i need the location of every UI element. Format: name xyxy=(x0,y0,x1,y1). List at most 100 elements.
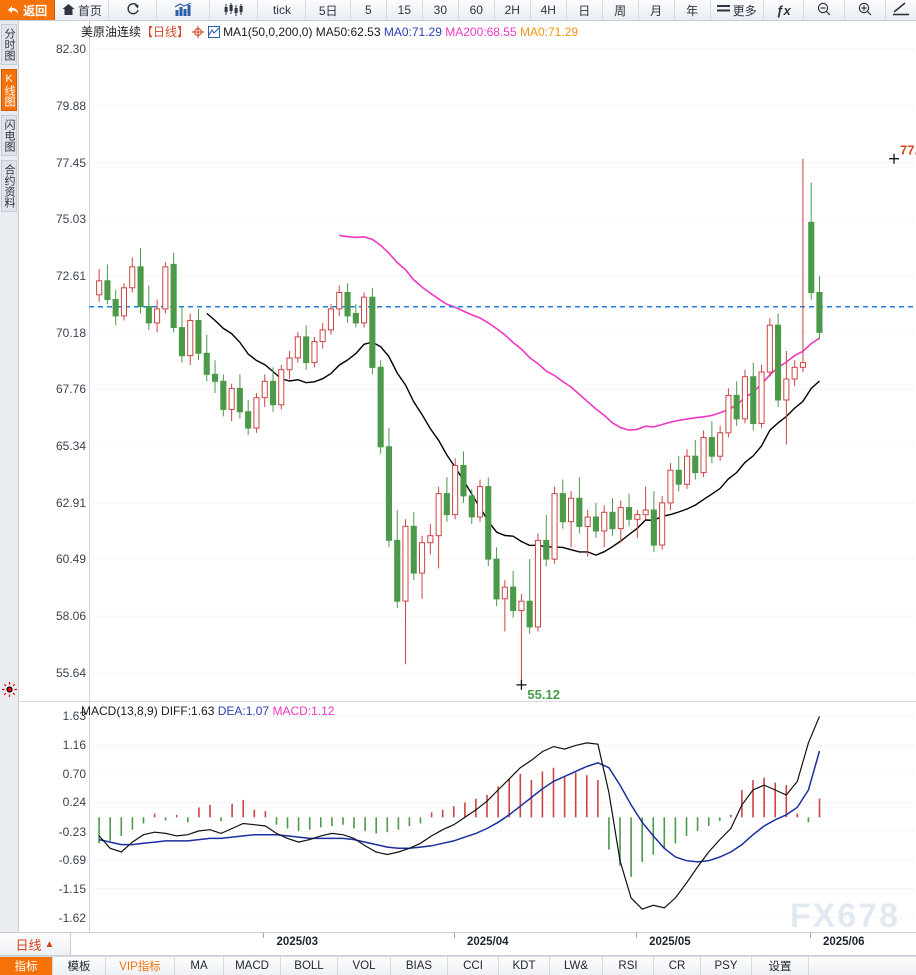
period-5min-label: 5 xyxy=(365,3,372,17)
period-selector-button[interactable]: 日线 ▲ xyxy=(0,933,71,955)
tab-vol[interactable]: VOL xyxy=(338,957,391,975)
tab-kdt[interactable]: KDT xyxy=(499,957,550,975)
tab-rsi[interactable]: RSI xyxy=(603,957,654,975)
period-yearly[interactable]: 年 xyxy=(674,0,711,20)
more-button[interactable]: 更多 xyxy=(710,0,764,20)
macd-plot[interactable] xyxy=(89,702,916,932)
candlestick-button[interactable] xyxy=(210,0,259,20)
period-daily[interactable]: 日 xyxy=(566,0,603,20)
period-weekly[interactable]: 周 xyxy=(602,0,639,20)
candle xyxy=(543,539,550,560)
tab-boll-label: BOLL xyxy=(294,960,324,972)
bar-chart-button[interactable] xyxy=(157,0,211,20)
crosshair-icon[interactable] xyxy=(192,26,205,41)
macd-y-tick-label: -0.23 xyxy=(58,824,86,839)
indicator-tab-bar: 指标 模板 VIP指标 MA MACD BOLL VOL BIAS CCI KDT LW& RSI CR… xyxy=(0,956,916,975)
sidebar-item-k-line-chart[interactable]: K线图 xyxy=(1,69,17,111)
candle xyxy=(783,378,790,401)
macd-chart-svg[interactable] xyxy=(89,702,916,932)
price-y-tick-label: 75.03 xyxy=(55,212,86,227)
draw-tool-button[interactable] xyxy=(886,0,916,20)
date-tick xyxy=(263,933,265,938)
candle xyxy=(733,394,740,420)
refresh-button[interactable] xyxy=(109,0,158,20)
period-5min[interactable]: 5 xyxy=(350,0,387,20)
bar-chart-icon xyxy=(174,1,192,18)
candle xyxy=(129,266,136,289)
candle xyxy=(327,308,334,331)
tab-lw[interactable]: LW& xyxy=(550,957,603,975)
macd-y-tick-label: 0.24 xyxy=(62,795,86,810)
macd-settings-button[interactable] xyxy=(0,682,18,932)
tab-ma[interactable]: MA xyxy=(175,957,224,975)
ma-indicator-icon[interactable] xyxy=(207,26,220,41)
period-monthly-label: 月 xyxy=(650,3,663,18)
macd-dea-value: DEA:1.07 xyxy=(217,704,270,718)
candle xyxy=(684,455,691,485)
tab-indicators[interactable]: 指标 xyxy=(0,957,53,975)
price-pane[interactable]: 美原油连续【日线】 MA1(50,0,200,0) MA50:62.53 MA0… xyxy=(19,21,916,702)
sidebar-item-timeline-chart[interactable]: 分时图 xyxy=(1,24,17,65)
tab-cci[interactable]: CCI xyxy=(448,957,499,975)
chart-area[interactable]: 美原油连续【日线】 MA1(50,0,200,0) MA50:62.53 MA0… xyxy=(19,21,916,935)
candle xyxy=(551,493,558,560)
more-label: 更多 xyxy=(732,3,757,18)
period-tick[interactable]: tick xyxy=(258,0,307,20)
candle xyxy=(212,373,219,382)
low-price-annotation: 55.12 xyxy=(527,687,560,701)
zoom-in-button[interactable] xyxy=(845,0,886,20)
macd-y-tick-label: -1.62 xyxy=(58,910,86,925)
function-button[interactable]: ƒx xyxy=(763,0,805,20)
tab-template[interactable]: 模板 xyxy=(53,957,106,975)
period-4hour[interactable]: 4H xyxy=(530,0,567,20)
home-icon xyxy=(62,3,75,17)
back-arrow-icon xyxy=(7,4,20,17)
period-5day[interactable]: 5日 xyxy=(306,0,351,20)
period-daily-label: 日 xyxy=(578,3,591,18)
price-y-tick-label: 67.76 xyxy=(55,382,86,397)
tab-settings[interactable]: 设置 xyxy=(752,957,809,975)
price-plot[interactable]: 77.62 55.12 xyxy=(89,21,916,701)
candle xyxy=(385,446,392,541)
tab-lw-label: LW& xyxy=(563,960,589,972)
candle xyxy=(253,397,260,429)
date-tick-label: 2025/06 xyxy=(822,936,865,948)
candle xyxy=(592,516,599,532)
back-button[interactable]: 返回 xyxy=(0,0,56,20)
candle xyxy=(667,469,674,504)
candle xyxy=(559,493,566,523)
zoom-out-icon xyxy=(817,2,831,18)
price-y-axis: 82.30 79.88 77.45 75.03 72.61 70.18 67.76 65.34… xyxy=(19,21,90,701)
candle xyxy=(427,535,434,544)
sidebar-item-flash-chart[interactable]: 闪电图 xyxy=(1,115,17,156)
candle xyxy=(485,486,492,560)
period-monthly[interactable]: 月 xyxy=(638,0,675,20)
period-2hour[interactable]: 2H xyxy=(494,0,531,20)
tab-psy[interactable]: PSY xyxy=(701,957,752,975)
tab-ma-label: MA xyxy=(190,960,208,972)
tab-template-label: 模板 xyxy=(67,961,91,973)
tab-macd[interactable]: MACD xyxy=(224,957,281,975)
tab-psy-label: PSY xyxy=(714,960,738,972)
candle xyxy=(344,292,351,317)
home-button[interactable]: 首页 xyxy=(55,0,110,20)
candle xyxy=(145,306,152,324)
tab-boll[interactable]: BOLL xyxy=(281,957,338,975)
tab-bias[interactable]: BIAS xyxy=(391,957,448,975)
candle xyxy=(394,539,401,602)
macd-diff-value: DIFF:1.63 xyxy=(161,704,215,718)
sidebar-item-contract-info[interactable]: 合约资料 xyxy=(1,160,17,212)
candle xyxy=(203,352,210,375)
high-price-annotation: 77.62 xyxy=(900,143,916,158)
price-chart-svg[interactable]: 77.62 55.12 xyxy=(89,21,916,701)
hamburger-icon xyxy=(716,4,730,16)
macd-pane[interactable]: MACD(13,8,9) DIFF:1.63 DEA:1.07 MACD:1.1… xyxy=(19,702,916,935)
sun-settings-icon xyxy=(1,682,17,702)
candle xyxy=(526,600,533,628)
period-30min[interactable]: 30 xyxy=(422,0,459,20)
period-15min[interactable]: 15 xyxy=(386,0,423,20)
zoom-out-button[interactable] xyxy=(804,0,846,20)
tab-cr[interactable]: CR xyxy=(654,957,701,975)
period-60min[interactable]: 60 xyxy=(458,0,495,20)
tab-vip[interactable]: VIP指标 xyxy=(106,957,175,975)
